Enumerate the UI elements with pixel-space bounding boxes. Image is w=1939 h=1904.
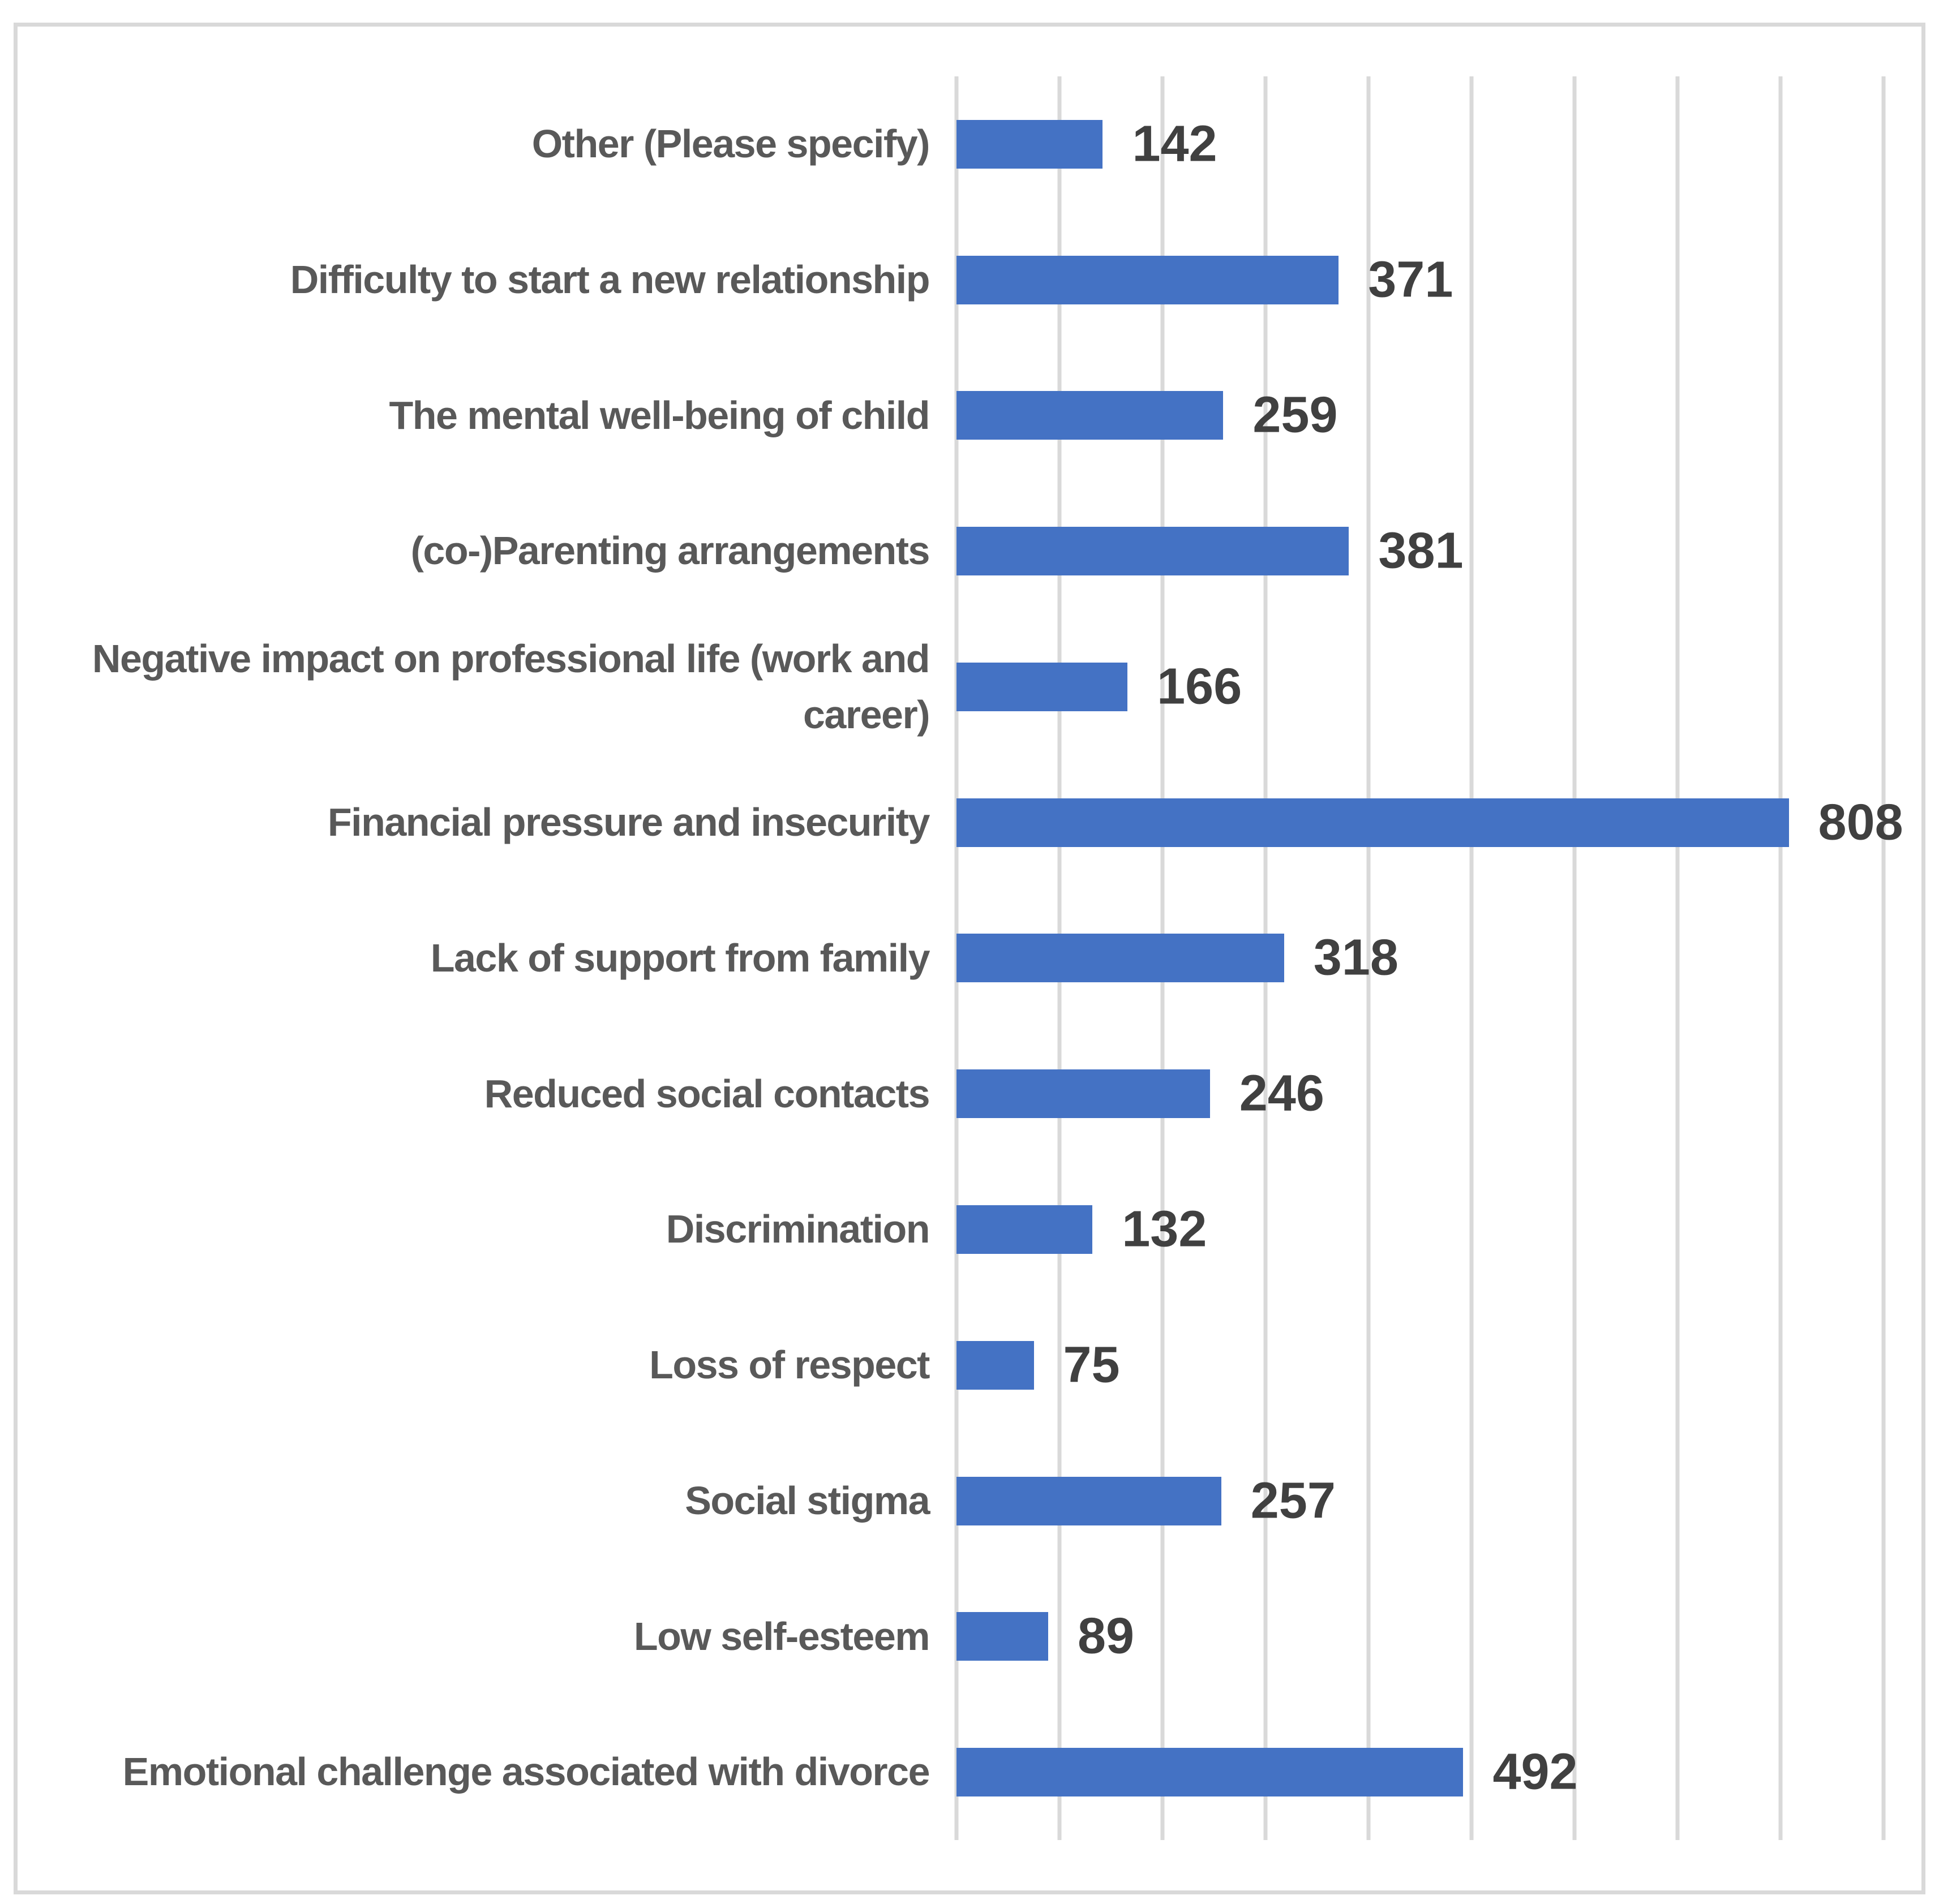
bar-track: 166 [956, 619, 1884, 755]
bar-track: 89 [956, 1568, 1884, 1704]
bar-track: 381 [956, 483, 1884, 619]
gridline [1572, 76, 1577, 1840]
bar [956, 255, 1339, 304]
category-cell: Low self-esteem [17, 1568, 956, 1704]
gridline [1675, 76, 1680, 1840]
category-cell: Emotional challenge associated with divo… [17, 1704, 956, 1840]
category-label: The mental well-being of child [389, 393, 930, 437]
bar [956, 662, 1128, 711]
bar-rows-container: Other (Please specify) 142 Difficulty to s… [17, 76, 1903, 1840]
value-label: 75 [1063, 1336, 1120, 1394]
value-label: 142 [1132, 115, 1217, 173]
value-label: 132 [1122, 1201, 1207, 1258]
value-label: 89 [1077, 1608, 1135, 1665]
value-label: 166 [1157, 658, 1242, 715]
bar-track: 132 [956, 1162, 1884, 1297]
chart-row: Social stigma 257 [17, 1433, 1884, 1569]
bar [956, 1612, 1048, 1661]
category-cell: Social stigma [17, 1433, 956, 1569]
chart-row: The mental well-being of child 259 [17, 348, 1884, 484]
category-label: Discrimination [666, 1207, 930, 1252]
bar-track: 246 [956, 1026, 1884, 1162]
gridline [1778, 76, 1783, 1840]
bar [956, 1069, 1210, 1119]
category-cell: The mental well-being of child [17, 348, 956, 484]
category-cell: Negative impact on professional life (wo… [17, 619, 956, 755]
bar [956, 391, 1224, 440]
value-label: 257 [1250, 1472, 1336, 1529]
category-label: Lack of support from family [430, 935, 930, 980]
chart-row: (co-)Parenting arrangements 381 [17, 483, 1884, 619]
bar [956, 1205, 1093, 1254]
bar [956, 1748, 1464, 1797]
bar [956, 798, 1789, 847]
category-cell: Other (Please specify) [17, 76, 956, 212]
chart-row: Loss of respect 75 [17, 1297, 1884, 1433]
bar [956, 1476, 1221, 1525]
gridline [1469, 76, 1474, 1840]
bar [956, 934, 1284, 983]
category-label: Social stigma [685, 1478, 930, 1523]
bar-track: 259 [956, 348, 1884, 484]
bar [956, 527, 1349, 576]
bar-track: 75 [956, 1297, 1884, 1433]
category-label: Emotional challenge associated with divo… [122, 1750, 930, 1794]
chart-row: Emotional challenge associated with divo… [17, 1704, 1884, 1840]
bar-track: 142 [956, 76, 1884, 212]
category-label: Other (Please specify) [531, 122, 930, 166]
chart-row: Discrimination 132 [17, 1162, 1884, 1297]
category-label: Negative impact on professional life (wo… [92, 636, 930, 737]
category-label: Difficulty to start a new relationship [290, 257, 930, 302]
chart-row: Negative impact on professional life (wo… [17, 619, 1884, 755]
value-label: 381 [1378, 522, 1464, 579]
category-cell: Loss of respect [17, 1297, 956, 1433]
chart-row: Other (Please specify) 142 [17, 76, 1884, 212]
chart-row: Lack of support from family 318 [17, 891, 1884, 1026]
chart-row: Low self-esteem 89 [17, 1568, 1884, 1704]
category-label: Low self-esteem [633, 1614, 930, 1658]
category-cell: (co-)Parenting arrangements [17, 483, 956, 619]
value-label: 371 [1368, 251, 1453, 308]
bar-track: 808 [956, 755, 1903, 891]
bar-track: 318 [956, 891, 1884, 1026]
chart-row: Difficulty to start a new relationship 37… [17, 212, 1884, 348]
category-label: Financial pressure and insecurity [327, 800, 930, 845]
bar [956, 119, 1103, 169]
value-label: 318 [1313, 929, 1399, 986]
category-cell: Financial pressure and insecurity [17, 755, 956, 891]
bar-track: 257 [956, 1433, 1884, 1569]
value-label: 808 [1818, 794, 1903, 851]
bar-track: 492 [956, 1704, 1884, 1840]
gridline [1366, 76, 1371, 1840]
category-cell: Reduced social contacts [17, 1026, 956, 1162]
value-label: 492 [1492, 1743, 1578, 1800]
chart-row: Reduced social contacts 246 [17, 1026, 1884, 1162]
category-cell: Difficulty to start a new relationship [17, 212, 956, 348]
category-label: (co-)Parenting arrangements [410, 528, 930, 573]
bar-track: 371 [956, 212, 1884, 348]
bar [956, 1340, 1034, 1390]
chart-row: Financial pressure and insecurity 808 [17, 755, 1903, 891]
value-label: 246 [1239, 1065, 1324, 1122]
category-label: Loss of respect [649, 1343, 930, 1387]
value-label: 259 [1252, 386, 1338, 444]
category-cell: Discrimination [17, 1162, 956, 1297]
gridline [1881, 76, 1886, 1840]
category-cell: Lack of support from family [17, 891, 956, 1026]
category-label: Reduced social contacts [484, 1071, 930, 1116]
